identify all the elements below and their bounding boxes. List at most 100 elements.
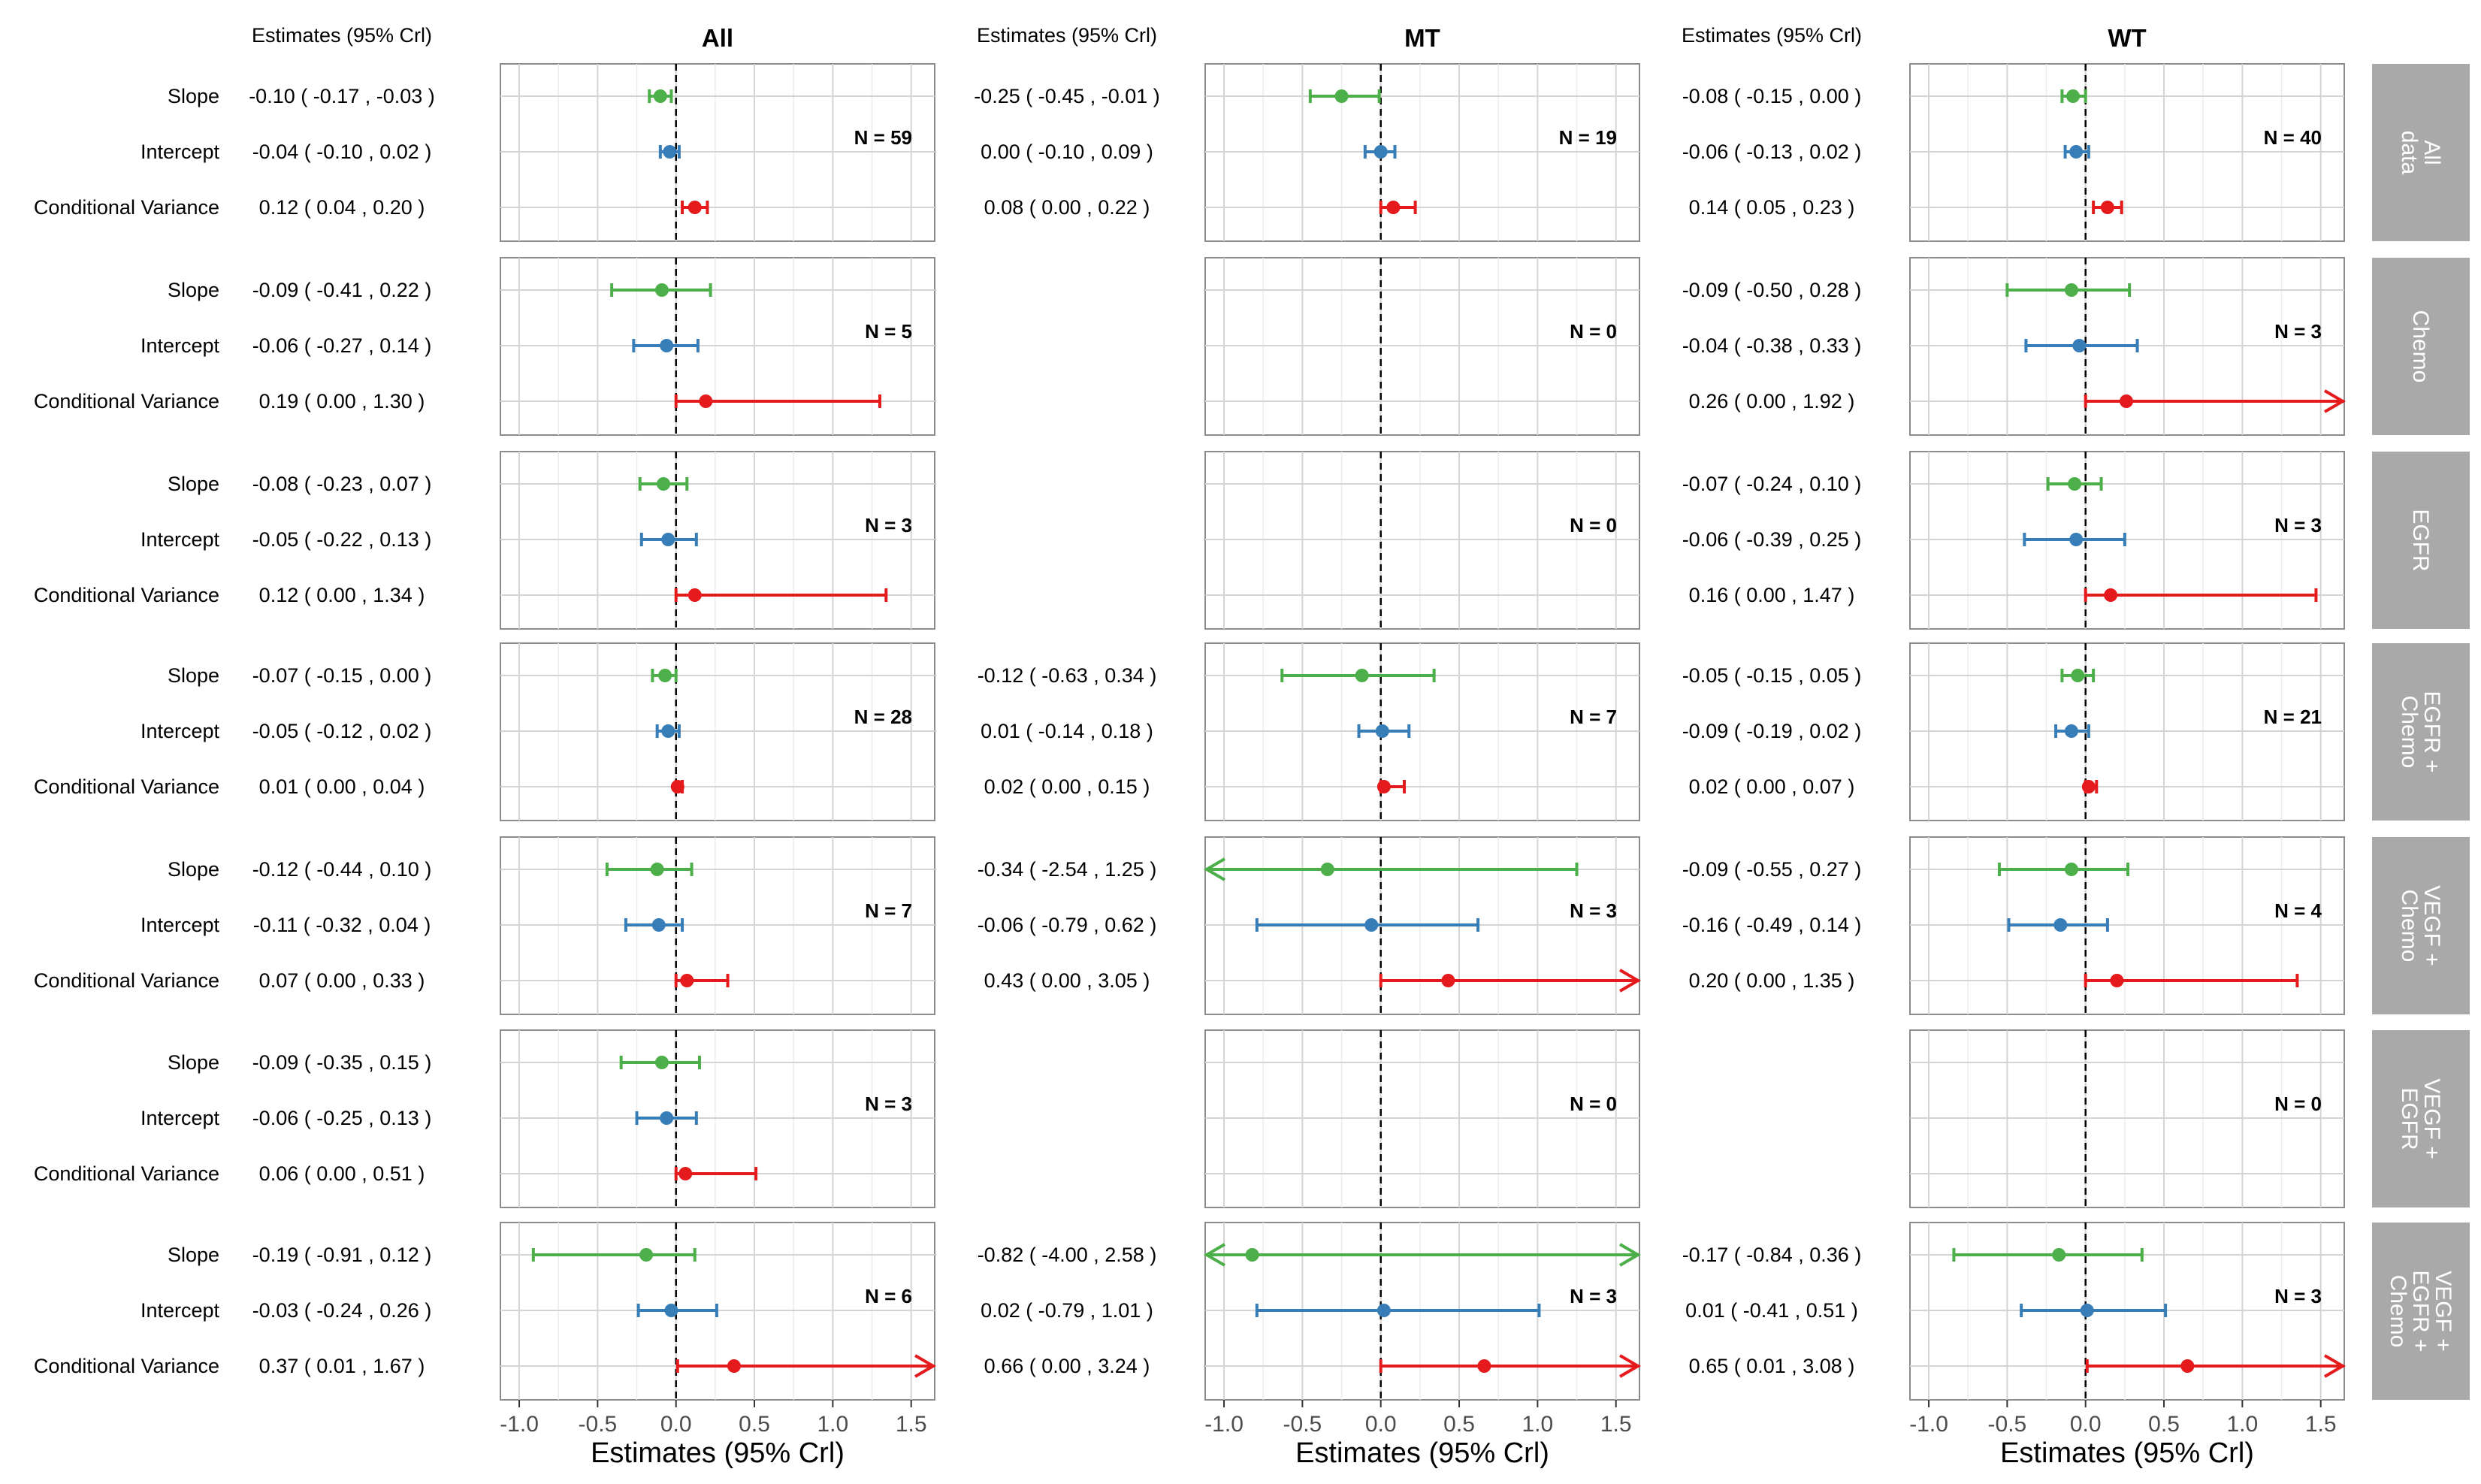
x-axis-label: Estimates (95% Crl) <box>2000 1437 2254 1469</box>
conditional-variance-point <box>1441 974 1455 987</box>
x-tick-label: -1.0 <box>500 1412 539 1437</box>
intercept-point <box>660 1111 674 1125</box>
conditional-variance-point <box>2180 1359 2195 1373</box>
estimate-text: -0.34 ( -2.54 , 1.25 ) <box>978 858 1157 881</box>
x-axis-label: Estimates (95% Crl) <box>591 1437 845 1469</box>
strip-label: Chemo <box>2408 310 2433 383</box>
panel-all-1: N = 59 <box>500 63 935 242</box>
x-tick-label: 1.0 <box>1522 1412 1554 1437</box>
intercept-point <box>1364 918 1379 932</box>
strip-background <box>2372 1030 2470 1207</box>
intercept-point <box>2064 724 2078 738</box>
row-label: Slope <box>168 1244 219 1266</box>
estimate-text: -0.09 ( -0.19 , 0.02 ) <box>1682 720 1862 742</box>
row-label: Slope <box>168 473 219 495</box>
conditional-variance-point <box>687 201 702 214</box>
estimate-text: -0.25 ( -0.45 , -0.01 ) <box>974 85 1160 107</box>
slope-point <box>639 1248 654 1262</box>
slope-point <box>654 283 669 297</box>
estimate-text: 0.12 ( 0.00 , 1.34 ) <box>259 584 425 606</box>
conditional-variance-interval-arrow <box>2323 389 2346 413</box>
panel-wt-3: N = 3 <box>1909 451 2345 630</box>
intercept-point <box>1376 1304 1391 1317</box>
strip-label: VEGF +Chemo <box>2397 885 2444 966</box>
estimate-text: 0.07 ( 0.00 , 0.33 ) <box>259 969 425 992</box>
slope-point <box>658 669 672 682</box>
estimate-text: 0.12 ( 0.04 , 0.20 ) <box>259 196 425 219</box>
intercept-point <box>661 533 675 546</box>
slope-point <box>1245 1248 1259 1262</box>
intercept-point <box>2069 533 2084 546</box>
x-tick-label: -1.0 <box>1204 1412 1244 1437</box>
estimates-column-header: Estimates (95% Crl) <box>1682 24 1862 47</box>
row-label: Conditional Variance <box>34 196 219 219</box>
sample-size-label: N = 3 <box>865 514 912 536</box>
x-tick-label: 0.0 <box>1365 1412 1397 1437</box>
strip-label: VEGF +EGFR +Chemo <box>2386 1270 2455 1352</box>
estimate-text: -0.04 ( -0.38 , 0.33 ) <box>1682 334 1862 357</box>
sample-size-label: N = 3 <box>865 1093 912 1115</box>
x-tick-label: 1.5 <box>2305 1412 2337 1437</box>
sample-size-label: N = 3 <box>2274 320 2322 343</box>
sample-size-label: N = 0 <box>1570 320 1617 343</box>
estimate-text: -0.06 ( -0.13 , 0.02 ) <box>1682 141 1862 163</box>
estimate-text: 0.00 ( -0.10 , 0.09 ) <box>981 141 1153 163</box>
panel-wt-6: N = 0 <box>1909 1029 2345 1208</box>
conditional-variance-point <box>678 1167 693 1180</box>
estimate-text: 0.02 ( 0.00 , 0.07 ) <box>1689 775 1855 798</box>
slope-point <box>653 89 667 103</box>
conditional-variance-point <box>2110 974 2124 987</box>
slope-point <box>2064 863 2078 876</box>
estimate-text: 0.06 ( 0.00 , 0.51 ) <box>259 1162 425 1185</box>
slope-point <box>2068 477 2082 491</box>
estimate-text: -0.09 ( -0.35 , 0.15 ) <box>252 1051 432 1074</box>
row-label: Slope <box>168 85 219 107</box>
panel-mt-7: N = 3 <box>1204 1222 1641 1401</box>
estimate-text: -0.05 ( -0.22 , 0.13 ) <box>252 528 432 551</box>
slope-interval-arrow <box>1204 857 1226 881</box>
estimate-text: -0.06 ( -0.79 , 0.62 ) <box>978 914 1157 936</box>
row-label: Slope <box>168 279 219 301</box>
estimate-text: -0.16 ( -0.49 , 0.14 ) <box>1682 914 1862 936</box>
estimate-text: -0.09 ( -0.41 , 0.22 ) <box>252 279 432 301</box>
x-tick-label: 1.0 <box>817 1412 849 1437</box>
panel-wt-2: N = 3 <box>1909 257 2346 436</box>
strip-background <box>2372 837 2470 1014</box>
estimate-text: 0.16 ( 0.00 , 1.47 ) <box>1689 584 1855 606</box>
conditional-variance-interval-arrow <box>1618 969 1641 993</box>
estimate-text: -0.04 ( -0.10 , 0.02 ) <box>252 141 432 163</box>
row-label: Slope <box>168 858 219 881</box>
intercept-point <box>2072 339 2087 352</box>
estimate-text: 0.43 ( 0.00 , 3.05 ) <box>984 969 1150 992</box>
estimate-text: -0.12 ( -0.44 , 0.10 ) <box>252 858 432 881</box>
conditional-variance-point <box>1376 780 1391 793</box>
panel-wt-5: N = 4 <box>1909 836 2345 1015</box>
slope-point <box>2071 669 2085 682</box>
estimate-text: -0.11 ( -0.32 , 0.04 ) <box>253 914 431 936</box>
slope-point <box>2066 89 2081 103</box>
conditional-variance-point <box>2081 780 2096 793</box>
conditional-variance-interval-arrow <box>914 1354 936 1378</box>
panel-mt-1: N = 19 <box>1204 63 1640 242</box>
estimate-text: 0.01 ( 0.00 , 0.04 ) <box>259 775 425 798</box>
estimate-text: -0.06 ( -0.39 , 0.25 ) <box>1682 528 1862 551</box>
sample-size-label: N = 4 <box>2274 899 2322 922</box>
sample-size-label: N = 6 <box>865 1285 912 1307</box>
estimate-text: 0.08 ( 0.00 , 0.22 ) <box>984 196 1150 219</box>
sample-size-label: N = 3 <box>2274 1285 2322 1307</box>
estimate-text: 0.01 ( -0.41 , 0.51 ) <box>1685 1299 1858 1322</box>
row-label: Intercept <box>141 528 220 551</box>
row-label: Slope <box>168 1051 219 1074</box>
row-label: Intercept <box>141 1299 220 1322</box>
intercept-point <box>664 1304 678 1317</box>
group-title: WT <box>2108 24 2146 52</box>
slope-point <box>650 863 664 876</box>
row-label: Conditional Variance <box>34 1355 219 1377</box>
estimate-text: 0.26 ( 0.00 , 1.92 ) <box>1689 390 1855 413</box>
sample-size-label: N = 21 <box>2264 706 2322 728</box>
strip-background <box>2372 258 2470 435</box>
slope-point <box>657 477 671 491</box>
intercept-point <box>2053 918 2068 932</box>
sample-size-label: N = 28 <box>854 706 912 728</box>
